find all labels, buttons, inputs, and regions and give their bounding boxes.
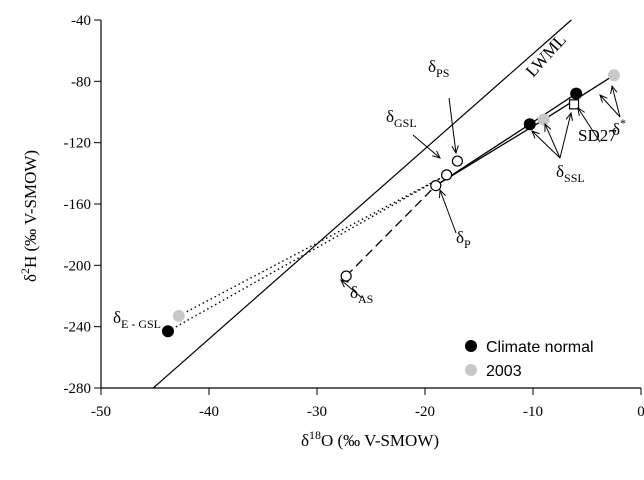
connecting-line-dotted [178, 174, 447, 317]
star-arrow-2-head [599, 94, 608, 103]
y-tick-label: -240 [64, 320, 92, 336]
delta-as-label: δAS [350, 283, 373, 306]
x-axis-title: δ18O (‰ V-SMOW) [301, 428, 439, 450]
connecting-line-dotted [167, 174, 447, 332]
as-arrow-head [340, 279, 349, 288]
ssl-arrow-2 [544, 123, 561, 159]
ssl-arrow-3 [559, 112, 572, 159]
p-arrow [439, 189, 457, 234]
legend: Climate normal 2003 [465, 339, 594, 380]
y-tick-label: -40 [71, 13, 91, 29]
delta-e-gsl-label: δE - GSL [113, 308, 161, 331]
ps-arrow-head [451, 145, 459, 155]
delta-p-label: δP [456, 228, 471, 251]
connecting-line-solid [529, 93, 577, 125]
sd27-arrow [577, 107, 601, 143]
star-arrow-1-head [610, 84, 618, 94]
series-0-point [161, 325, 174, 338]
p-arrow-head [438, 188, 446, 199]
x-tick-label: -10 [523, 404, 543, 420]
open-point-p [430, 180, 442, 192]
series-1-point [172, 309, 185, 322]
ssl-arrow-1 [531, 130, 561, 159]
series-1-point [537, 113, 550, 126]
lines [152, 19, 615, 389]
ssl-arrow-3-head [565, 111, 573, 121]
legend-marker-2003 [465, 364, 477, 376]
legend-marker-climate-normal [465, 340, 477, 352]
x-tick-label: -40 [199, 404, 219, 420]
legend-label-2003: 2003 [486, 363, 522, 380]
ps-arrow [448, 97, 457, 154]
delta-gsl-label: δGSL [386, 107, 417, 130]
y-axis-title: δ2H (‰ V-SMOW) [18, 150, 40, 282]
ticks: -50 -40 -30 -20 -10 0 -280 -240 -200 -160 -120 -80 -… [64, 13, 644, 420]
ssl-arrow-2-head [544, 122, 552, 133]
lwml-label: LWML [522, 30, 570, 80]
open-point-gsl [441, 169, 453, 181]
sd27-label: SD27 [578, 126, 617, 145]
open-point-ps [451, 155, 463, 167]
series-1-point [608, 69, 620, 82]
x-tick-label: -50 [91, 404, 111, 420]
y-tick-label: -80 [71, 74, 91, 90]
y-tick-label: -120 [64, 136, 92, 152]
lwml-line [152, 19, 572, 389]
x-tick-label: 0 [637, 404, 644, 420]
y-tick-label: -160 [64, 197, 92, 213]
y-tick-label: -280 [64, 381, 92, 397]
star-arrow-1 [611, 85, 621, 118]
annotation-arrows [340, 84, 621, 299]
delta-star-label: δ* [612, 116, 626, 139]
data-points [161, 69, 620, 338]
delta-ps-label: δPS [428, 57, 449, 80]
legend-label-climate-normal: Climate normal [486, 339, 594, 356]
x-tick-label: -20 [415, 404, 435, 420]
x-tick-label: -30 [307, 404, 327, 420]
ssl-arrow-1-head [531, 130, 540, 139]
star-arrow-2 [599, 94, 621, 118]
axes [100, 20, 641, 389]
connecting-line-solid [435, 119, 545, 187]
open-point-as [340, 270, 352, 282]
sd27-arrow-head [577, 106, 585, 116]
series-0-point [570, 87, 583, 100]
gsl-arrow [412, 134, 441, 159]
series-0-point [523, 118, 536, 131]
as-arrow [340, 279, 363, 299]
delta-ssl-label: δSSL [556, 162, 585, 185]
connecting-line-dashed [345, 185, 437, 277]
square-point-sd27 [568, 99, 580, 110]
y-tick-label: -200 [64, 258, 92, 274]
gsl-arrow-head [432, 150, 441, 159]
